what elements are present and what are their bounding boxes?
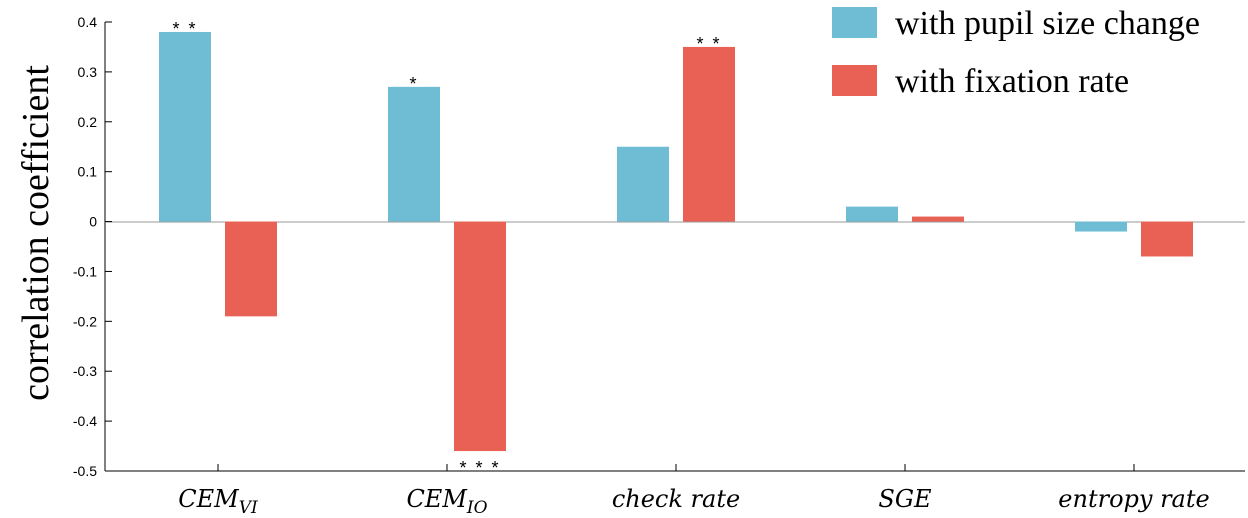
x-axis-category-labels: CEMVI CEMIO check rate SGE entropy rate xyxy=(178,464,1210,518)
legend-label: with fixation rate xyxy=(895,63,1129,100)
significance-markers: * * * * * * * * xyxy=(172,19,721,478)
x-tick-label: CEMVI xyxy=(178,485,258,518)
y-axis-ticks: 0.4 0.3 0.2 0.1 0 -0.1 -0.2 -0.3 -0.4 -0.5 xyxy=(73,14,112,479)
bar-pupil-size-change xyxy=(388,86,440,222)
significance-marker: * * * xyxy=(459,458,500,478)
legend-swatch xyxy=(832,7,877,38)
bar-pupil-size-change xyxy=(617,146,669,222)
y-axis-label: correlation coefficient xyxy=(15,65,57,401)
legend-label: with pupil size change xyxy=(895,5,1200,42)
bars xyxy=(159,31,1193,452)
y-tick-label: 0.4 xyxy=(78,14,98,30)
bar-pupil-size-change xyxy=(159,31,211,222)
y-tick-label: -0.2 xyxy=(73,313,97,329)
y-tick-label: -0.1 xyxy=(73,263,97,279)
legend-swatch xyxy=(832,65,877,96)
y-tick-label: -0.3 xyxy=(73,363,97,379)
x-tick-label: entropy rate xyxy=(1058,485,1209,513)
bar-fixation-rate xyxy=(912,216,964,222)
bar-pupil-size-change xyxy=(1075,221,1127,232)
y-tick-label: 0.1 xyxy=(78,164,98,180)
significance-marker: * xyxy=(409,74,418,94)
legend: with pupil size change with fixation rate xyxy=(832,5,1200,100)
bar-fixation-rate xyxy=(1141,221,1193,257)
y-tick-label: -0.4 xyxy=(73,413,97,429)
bar-fixation-rate xyxy=(225,221,277,317)
significance-marker: * * xyxy=(172,19,197,39)
x-tick-label: SGE xyxy=(878,485,932,513)
x-tick-label: check rate xyxy=(612,485,740,513)
y-tick-label: -0.5 xyxy=(73,463,97,479)
x-tick-label: CEMIO xyxy=(406,485,487,518)
bar-pupil-size-change xyxy=(846,206,898,222)
y-tick-label: 0.3 xyxy=(78,64,98,80)
significance-marker: * * xyxy=(696,34,721,54)
y-tick-label: 0.2 xyxy=(78,114,98,130)
y-tick-label: 0 xyxy=(89,214,97,230)
bar-fixation-rate xyxy=(683,46,735,222)
bar-fixation-rate xyxy=(454,221,506,452)
